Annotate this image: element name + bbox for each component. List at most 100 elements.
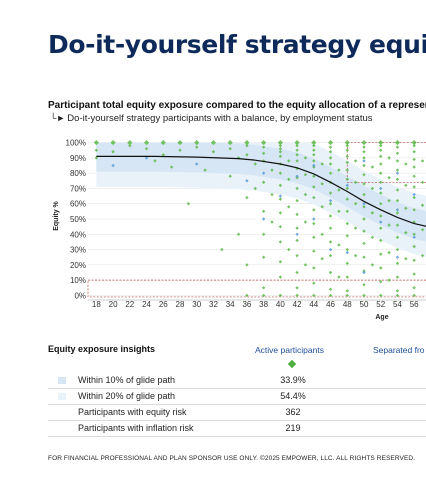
insight-label: Within 10% of glide path [78,375,176,385]
active-participant-point [295,286,299,290]
active-participant-point [362,163,366,168]
y-tick-label: 40% [70,230,86,239]
active-participant-point [394,139,401,146]
active-participant-point [404,162,408,166]
active-participant-point [412,232,416,236]
band-20-swatch [58,393,66,400]
active-participant-point [395,247,400,252]
active-participant-point [227,139,233,146]
active-participant-point [370,235,375,240]
active-participant-point [395,293,400,298]
separated-participant-point [362,202,366,206]
active-participant-point [328,253,333,258]
active-participant-point [312,293,316,298]
column-active-participants: Active participants [255,345,324,355]
active-participant-point [278,154,283,159]
active-participant-point [412,157,416,162]
y-tick-label: 10% [70,276,86,285]
separated-participant-point [312,163,316,168]
chart-title: Participant total equity exposure compar… [48,100,426,111]
active-participant-point [387,176,391,180]
active-participant-point [345,154,349,159]
active-participant-point [303,220,308,224]
insight-value-active: 362 [285,407,301,417]
active-participant-point [345,275,349,279]
active-participant-point [404,183,408,188]
active-participant-point [328,156,333,160]
active-participant-point [328,287,333,292]
active-participant-point [362,192,366,197]
x-tick-label: 52 [376,300,385,309]
active-participant-point [261,209,266,214]
active-participant-point [312,195,316,200]
x-tick-label: 28 [176,300,185,309]
active-participant-point [295,293,299,298]
active-participant-point [412,143,416,148]
active-participant-point [261,180,266,185]
active-participant-point [278,143,283,148]
active-participant-point [379,148,383,152]
page-title: Do-it-yourself strategy equi [48,30,426,59]
active-participant-point [328,214,333,218]
active-participant-point [362,172,366,177]
active-participant-point [345,209,349,214]
active-participant-point [395,198,400,203]
active-participant-point [278,146,283,151]
active-participant-point [379,143,383,148]
active-participant-point [278,183,283,188]
y-tick-label: 0% [74,291,86,300]
active-participant-point [420,159,425,163]
active-participant-point [328,270,333,275]
active-participant-point [328,202,333,206]
active-participant-point [245,143,249,148]
active-participant-point [395,289,400,293]
active-participant-point [312,148,316,152]
active-participant-point [303,192,308,197]
x-tick-label: 36 [242,300,251,309]
active-participant-point [278,275,283,279]
y-tick-label: 20% [70,261,86,270]
active-participant-point [186,202,191,206]
active-participant-point [379,266,383,270]
active-participant-point [412,174,416,178]
active-participant-point [178,148,182,152]
active-participant-point [362,205,366,209]
active-participant-point [362,150,366,154]
active-participant-point [153,159,157,163]
active-participant-point [395,223,400,227]
active-participant-point [379,214,383,218]
active-participant-point [220,247,224,252]
x-axis-title: Age [375,314,388,321]
active-participant-point [404,206,408,211]
x-tick-label: 32 [209,300,218,309]
active-participant-point [278,293,283,298]
x-tick-label: 48 [343,300,352,309]
x-tick-label: 40 [276,300,285,309]
active-participant-point [312,159,316,163]
active-participant-point [362,182,366,186]
active-participant-point [311,139,317,146]
insight-row: Participants with inflation risk 219 [48,421,426,437]
active-participant-point [228,174,232,178]
active-participant-point [253,162,257,166]
active-participant-point [353,159,358,163]
active-participant-point [395,177,400,181]
active-participant-point [278,260,283,264]
active-participant-point [312,266,316,270]
active-participant-point [94,148,99,152]
active-participant-point [277,139,283,146]
active-participant-point [420,180,425,185]
active-participant-point [404,231,408,235]
separated-participant-point [395,171,400,175]
active-marker-diamond-icon [287,359,297,369]
y-axis-title: Equity % [53,200,60,230]
active-participant-point [420,227,425,232]
separated-participant-point [295,232,299,236]
y-tick-label: 100% [66,139,86,148]
active-participant-point [395,168,400,172]
separated-participant-point [345,250,349,255]
y-tick-label: 30% [70,246,86,255]
active-participant-point [328,191,333,195]
active-participant-point [379,180,383,185]
active-participant-point [169,165,174,169]
